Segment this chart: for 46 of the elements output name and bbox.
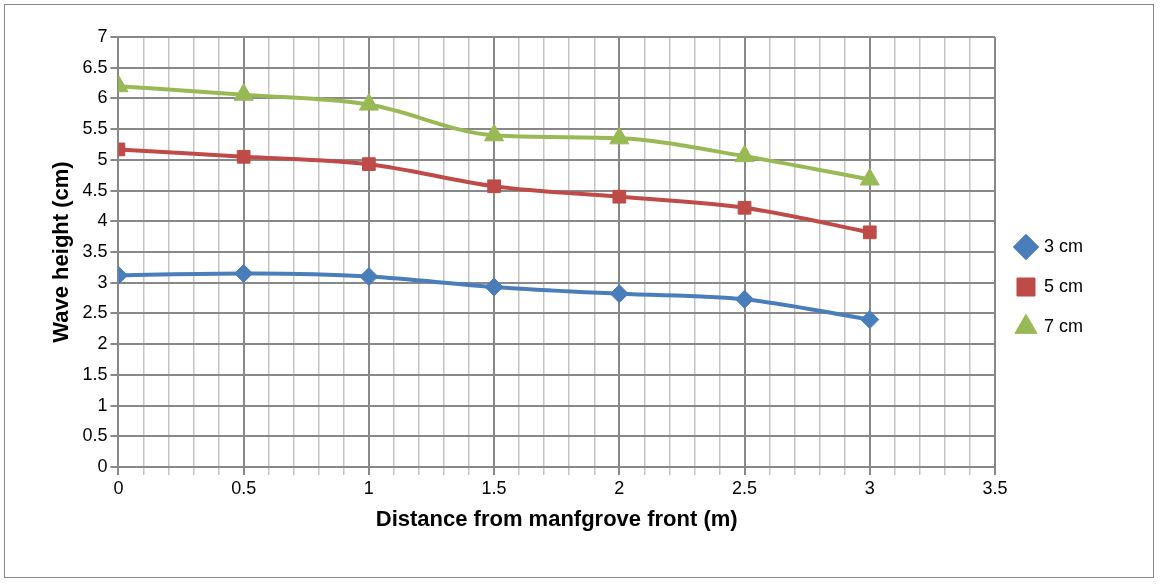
point bbox=[358, 93, 379, 111]
point bbox=[862, 225, 877, 240]
point bbox=[612, 189, 627, 204]
point bbox=[236, 149, 251, 164]
point bbox=[359, 267, 379, 287]
y-tick-label: 0.5 bbox=[82, 425, 108, 446]
x-tick-label: 2 bbox=[614, 477, 625, 498]
point bbox=[234, 264, 254, 283]
point bbox=[859, 168, 880, 186]
point bbox=[737, 200, 752, 215]
y-tick-label: 1.5 bbox=[82, 363, 108, 384]
legend-label: 3 cm bbox=[1043, 235, 1084, 256]
x-axis-title: Distance from manfgrove front (m) bbox=[375, 505, 738, 531]
x-tick-label: 0 bbox=[113, 477, 124, 498]
y-tick-label: 3 bbox=[97, 271, 108, 292]
x-tick-label: 1 bbox=[363, 477, 374, 498]
y-tick-label: 6.5 bbox=[82, 56, 108, 77]
point bbox=[609, 284, 629, 304]
y-tick-label: 7 bbox=[97, 25, 108, 46]
point bbox=[484, 123, 505, 142]
x-tick-label: 2.5 bbox=[732, 477, 758, 498]
y-tick-label: 5 bbox=[97, 148, 108, 169]
point bbox=[734, 144, 755, 163]
y-tick-label: 6 bbox=[97, 87, 108, 108]
y-tick-label: 1 bbox=[97, 394, 108, 415]
y-tick-label: 2 bbox=[97, 333, 108, 354]
x-tick-label: 1.5 bbox=[481, 477, 507, 498]
y-tick-label: 4 bbox=[97, 210, 108, 231]
y-tick-label: 5.5 bbox=[82, 118, 108, 139]
y-axis-title: Wave height (cm) bbox=[48, 161, 74, 343]
x-tick-label: 3 bbox=[864, 477, 875, 498]
point bbox=[609, 126, 630, 145]
point bbox=[487, 179, 501, 194]
y-tick-label: 3.5 bbox=[82, 240, 108, 261]
y-tick-label: 2.5 bbox=[82, 302, 108, 323]
legend-label: 7 cm bbox=[1043, 315, 1084, 336]
legend-label: 5 cm bbox=[1043, 275, 1084, 296]
point bbox=[484, 277, 504, 297]
y-tick-label: 0 bbox=[97, 455, 108, 476]
x-tick-label: 0.5 bbox=[231, 477, 257, 498]
point bbox=[233, 83, 254, 101]
point bbox=[735, 289, 755, 309]
point bbox=[860, 310, 880, 330]
y-tick-label: 4.5 bbox=[82, 179, 108, 200]
x-tick-label: 3.5 bbox=[982, 477, 1008, 498]
point bbox=[362, 157, 376, 172]
